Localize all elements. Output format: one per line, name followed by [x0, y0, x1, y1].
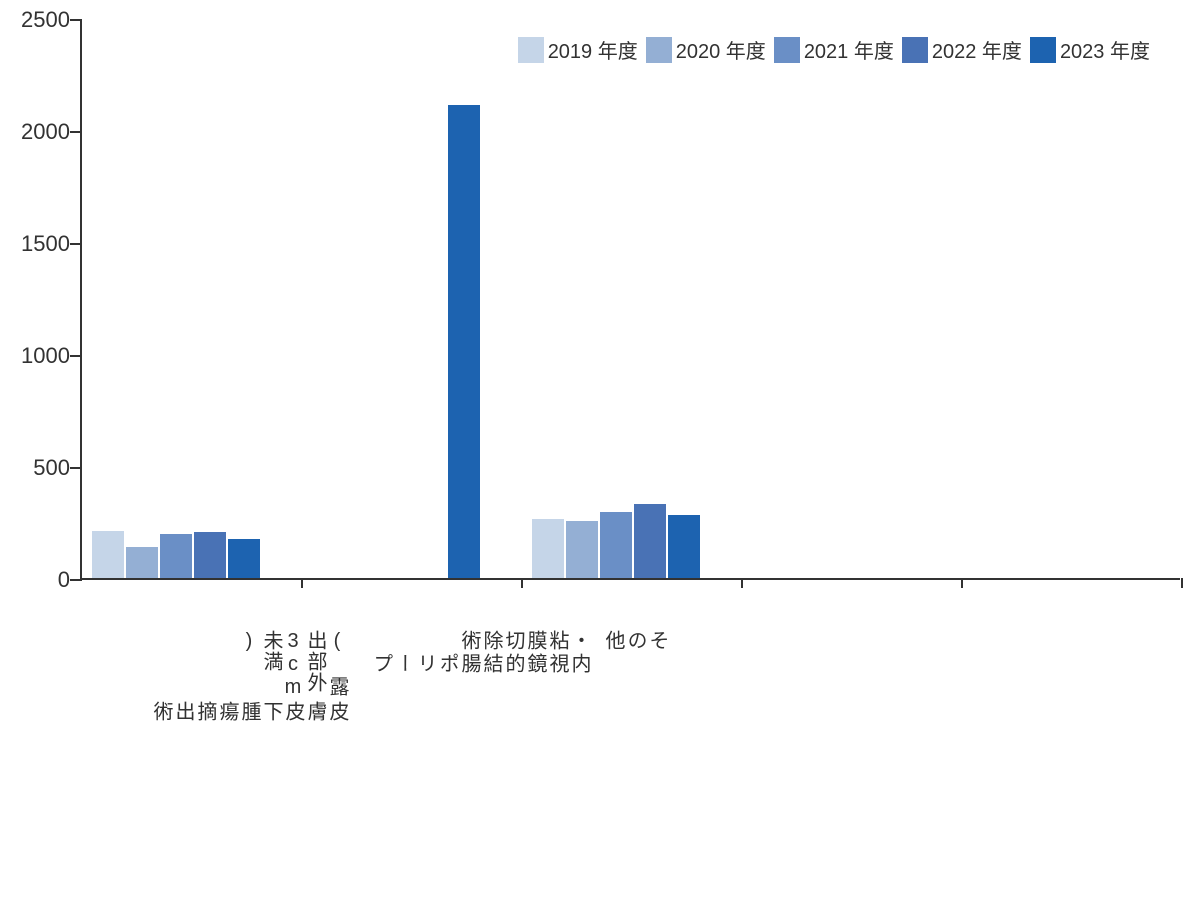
y-axis-label: 1500	[10, 231, 70, 257]
y-tick	[70, 243, 82, 245]
x-tick	[301, 578, 303, 588]
bar	[228, 539, 260, 578]
x-tick	[1181, 578, 1183, 588]
bar	[600, 512, 632, 578]
x-axis-category-label: 内視鏡的結腸ポリープ・粘膜切除術	[370, 630, 590, 674]
bar	[532, 519, 564, 578]
y-tick	[70, 355, 82, 357]
y-tick	[70, 19, 82, 21]
y-axis-label: 500	[10, 455, 70, 481]
y-axis-label: 2000	[10, 119, 70, 145]
y-tick	[70, 467, 82, 469]
y-tick	[70, 131, 82, 133]
bar	[126, 547, 158, 578]
x-axis-category-label: その他	[602, 630, 668, 651]
y-tick	[70, 579, 82, 581]
y-axis-label: 1000	[10, 343, 70, 369]
bar	[160, 534, 192, 578]
bar	[668, 515, 700, 578]
bar-chart: 2019 年度2020 年度2021 年度2022 年度2023 年度 0500…	[80, 20, 1180, 600]
x-tick	[741, 578, 743, 588]
x-tick	[961, 578, 963, 588]
plot-area	[80, 20, 1180, 580]
bar	[194, 532, 226, 578]
x-axis-category-label: 皮膚皮下腫瘍摘出術( 露出部外 3cm 未満 )	[150, 630, 348, 722]
bar	[634, 504, 666, 578]
bar	[92, 531, 124, 578]
y-axis-label: 0	[10, 567, 70, 593]
bar	[566, 521, 598, 578]
x-tick	[521, 578, 523, 588]
bar	[448, 105, 480, 578]
y-axis-label: 2500	[10, 7, 70, 33]
